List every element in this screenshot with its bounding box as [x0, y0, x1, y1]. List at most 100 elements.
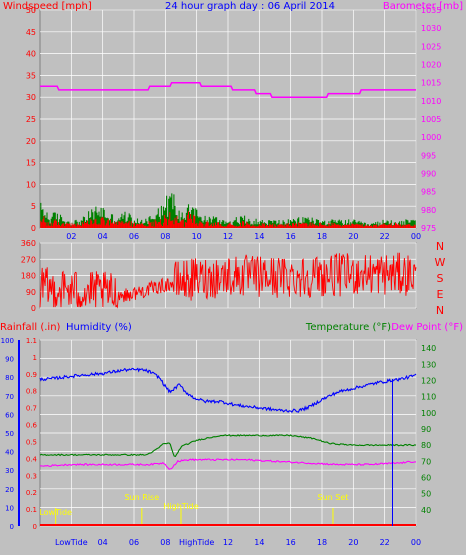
baro-tick-label: 1010: [421, 97, 441, 106]
baro-tick-label: 975: [421, 224, 436, 233]
temp-tick-label: 140: [421, 344, 436, 353]
temp-tick-label: 40: [421, 506, 431, 515]
wind-tick-label: 50: [26, 6, 36, 15]
bottom-x-tick-label: 20: [348, 538, 358, 547]
baro-tick-label: 990: [421, 170, 436, 179]
compass-label: S: [437, 272, 444, 285]
event-marker-label: Sun Set: [318, 493, 349, 502]
humidity-tick-label: 20: [5, 486, 14, 494]
compass-label: N: [436, 304, 444, 317]
x-tick-label: 04: [98, 232, 108, 241]
windspeed-axis-title: Windspeed [mph]: [3, 1, 92, 12]
humidity-tick-label: 80: [5, 374, 14, 382]
wind-tick-label: 45: [26, 28, 36, 37]
graph-title: 24 hour graph day : 06 April 2014: [165, 1, 335, 12]
rain-tick-label: 0.2: [26, 489, 37, 497]
temp-tick-label: 90: [421, 425, 431, 434]
temperature-line: [39, 434, 417, 458]
barometer-line: [40, 81, 416, 98]
temp-tick-label: 50: [421, 490, 431, 499]
bottom-x-tick-label: 22: [380, 538, 390, 547]
temperature-axis-title: Temperature (°F): [305, 322, 391, 333]
bottom-x-tick-label: 12: [223, 538, 233, 547]
baro-tick-label: 995: [421, 151, 436, 160]
rain-tick-label: 0.9: [26, 371, 37, 379]
bottom-x-tick-label: 00: [411, 538, 421, 547]
bottom-x-tick-label: 08: [160, 538, 170, 547]
x-tick-label: 16: [286, 232, 296, 241]
rain-tick-label: 0: [33, 523, 37, 531]
humidity-axis-title: Humidity (%): [66, 322, 132, 333]
baro-tick-label: 985: [421, 188, 436, 197]
dewpoint-line: [39, 458, 416, 470]
bottom-x-tick-label: HighTide: [179, 538, 214, 547]
humidity-tick-label: 100: [1, 337, 14, 345]
humidity-tick-label: 50: [5, 430, 14, 438]
bottom-x-tick-label: 16: [286, 538, 296, 547]
x-tick-label: 14: [254, 232, 264, 241]
temp-tick-label: 130: [421, 360, 436, 369]
baro-tick-label: 980: [421, 206, 436, 215]
barometer-axis-title: Barometer [mb]: [383, 1, 463, 12]
bottom-x-tick-label: 18: [317, 538, 327, 547]
baro-tick-label: 1020: [421, 61, 441, 70]
wind-tick-label: 30: [26, 93, 36, 102]
x-tick-label: 02: [66, 232, 76, 241]
wind-tick-label: 15: [26, 159, 36, 168]
event-marker-label: HighTide: [163, 502, 198, 511]
humidity-tick-label: 90: [5, 356, 14, 364]
wind-tick-label: 25: [26, 115, 36, 124]
temp-tick-label: 120: [421, 376, 436, 385]
x-tick-label: 18: [317, 232, 327, 241]
dir-tick-label: 270: [21, 255, 36, 264]
rain-tick-label: 0.7: [26, 405, 37, 413]
dir-tick-label: 180: [21, 272, 36, 281]
x-tick-label: 06: [129, 232, 139, 241]
humidity-tick-label: 70: [5, 393, 14, 401]
temp-tick-label: 70: [421, 457, 431, 466]
temp-tick-label: 60: [421, 473, 431, 482]
bottom-x-tick-label: 14: [254, 538, 264, 547]
x-tick-label: 22: [380, 232, 390, 241]
temp-tick-label: 110: [421, 393, 436, 402]
event-marker-label: LowTide: [39, 508, 72, 517]
event-marker-label: Sun Rise: [125, 493, 160, 502]
baro-tick-label: 1025: [421, 42, 441, 51]
baro-tick-label: 1000: [421, 133, 441, 142]
x-tick-label: 10: [192, 232, 202, 241]
dir-tick-label: 0: [31, 304, 36, 313]
dir-tick-label: 360: [21, 239, 36, 248]
wind-direction-series: [39, 252, 417, 309]
wind-tick-label: 20: [26, 137, 36, 146]
humidity-tick-label: 60: [5, 411, 14, 419]
compass-label: W: [435, 256, 446, 269]
dewpoint-axis-title: Dew Point (°F): [391, 322, 463, 333]
baro-tick-label: 1005: [421, 115, 441, 124]
x-tick-label: 12: [223, 232, 233, 241]
rain-tick-label: 0.8: [26, 388, 37, 396]
baro-tick-label: 1015: [421, 79, 441, 88]
rain-tick-label: 0.5: [26, 438, 37, 446]
humidity-tick-label: 40: [5, 449, 14, 457]
baro-tick-label: 1030: [421, 24, 441, 33]
wind-speed-series: [40, 211, 416, 228]
wind-tick-label: 35: [26, 71, 36, 80]
x-tick-label: 20: [348, 232, 358, 241]
compass-label: E: [437, 288, 444, 301]
dir-tick-label: 90: [26, 288, 36, 297]
humidity-line: [39, 367, 417, 413]
bottom-x-tick-label: LowTide: [55, 538, 88, 547]
wind-tick-label: 40: [26, 50, 36, 59]
x-tick-label: 00: [411, 232, 421, 241]
x-tick-label: 08: [160, 232, 170, 241]
rain-tick-label: 0.4: [26, 455, 38, 463]
humidity-tick-label: 30: [5, 467, 14, 475]
wind-tick-label: 5: [31, 202, 36, 211]
rain-tick-label: 0.6: [26, 422, 38, 430]
temp-tick-label: 80: [421, 441, 431, 450]
bottom-x-tick-label: 04: [98, 538, 108, 547]
tick-labels: 0510152025303540455097598098599099510001…: [1, 6, 446, 547]
humidity-tick-label: 0: [10, 523, 14, 531]
wind-tick-label: 10: [26, 180, 36, 189]
